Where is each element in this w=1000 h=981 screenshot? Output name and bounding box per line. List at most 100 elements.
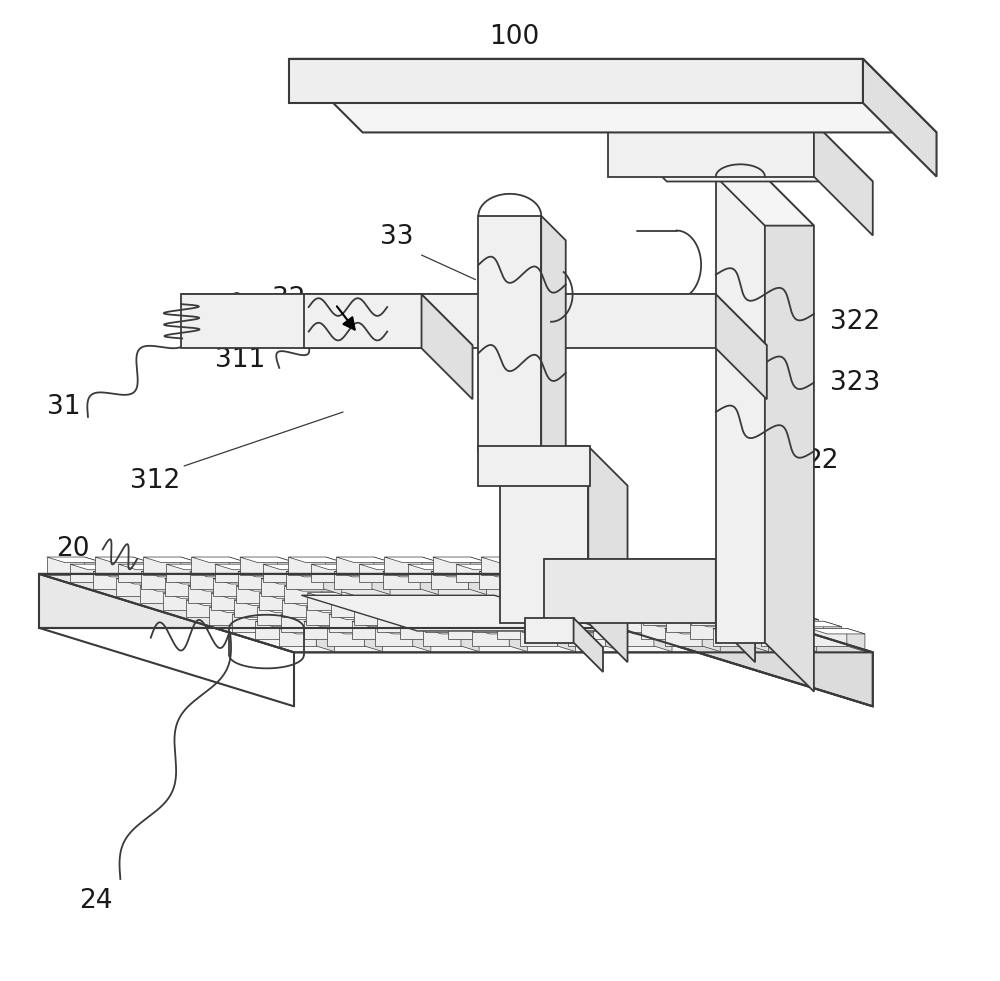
Polygon shape	[691, 607, 747, 612]
Polygon shape	[670, 586, 726, 592]
Polygon shape	[274, 586, 292, 609]
Polygon shape	[525, 618, 574, 643]
Polygon shape	[727, 621, 745, 645]
Polygon shape	[234, 599, 272, 617]
Polygon shape	[304, 621, 359, 627]
Polygon shape	[408, 564, 445, 582]
Polygon shape	[608, 123, 814, 177]
Polygon shape	[331, 599, 386, 605]
Polygon shape	[166, 564, 204, 582]
Polygon shape	[95, 557, 133, 575]
Polygon shape	[599, 579, 654, 584]
Polygon shape	[209, 607, 265, 612]
Polygon shape	[502, 579, 558, 584]
Polygon shape	[472, 629, 527, 634]
Polygon shape	[240, 557, 277, 575]
Polygon shape	[368, 599, 386, 623]
Polygon shape	[570, 614, 608, 632]
Polygon shape	[354, 607, 410, 612]
Polygon shape	[606, 629, 624, 651]
Polygon shape	[188, 586, 243, 592]
Polygon shape	[863, 59, 937, 177]
Polygon shape	[70, 564, 126, 570]
Polygon shape	[420, 571, 438, 594]
Polygon shape	[763, 614, 819, 620]
Polygon shape	[522, 614, 559, 632]
Polygon shape	[118, 564, 174, 570]
Polygon shape	[586, 593, 604, 616]
Polygon shape	[229, 557, 247, 580]
Polygon shape	[331, 599, 368, 617]
Polygon shape	[668, 599, 724, 605]
Polygon shape	[665, 629, 720, 634]
Polygon shape	[384, 557, 422, 575]
Polygon shape	[186, 599, 224, 617]
Polygon shape	[336, 557, 392, 562]
Polygon shape	[131, 571, 149, 594]
Text: 33: 33	[380, 225, 414, 250]
Polygon shape	[329, 614, 384, 620]
Polygon shape	[281, 614, 318, 632]
Polygon shape	[754, 599, 772, 623]
Polygon shape	[165, 579, 202, 596]
Polygon shape	[324, 571, 342, 594]
Polygon shape	[311, 564, 367, 570]
Polygon shape	[572, 599, 609, 617]
Polygon shape	[666, 614, 704, 632]
Polygon shape	[595, 607, 633, 625]
Polygon shape	[236, 586, 274, 603]
Polygon shape	[202, 579, 220, 601]
Polygon shape	[478, 216, 541, 451]
Polygon shape	[448, 621, 504, 627]
Polygon shape	[544, 559, 716, 623]
Polygon shape	[301, 564, 319, 588]
Polygon shape	[809, 629, 865, 634]
Text: ~: ~	[506, 59, 523, 78]
Polygon shape	[559, 614, 577, 638]
Polygon shape	[525, 586, 563, 603]
Polygon shape	[520, 629, 576, 634]
Polygon shape	[473, 614, 529, 620]
Polygon shape	[593, 621, 649, 627]
Polygon shape	[740, 607, 795, 612]
Polygon shape	[799, 629, 817, 651]
Polygon shape	[236, 586, 292, 592]
Polygon shape	[259, 593, 297, 610]
Polygon shape	[588, 446, 628, 662]
Polygon shape	[301, 595, 610, 631]
Polygon shape	[188, 586, 225, 603]
Polygon shape	[284, 586, 322, 603]
Polygon shape	[761, 629, 817, 634]
Polygon shape	[413, 629, 431, 651]
Polygon shape	[519, 557, 537, 580]
Polygon shape	[683, 593, 701, 616]
Polygon shape	[270, 614, 288, 638]
Polygon shape	[645, 593, 701, 598]
Polygon shape	[211, 593, 249, 610]
Polygon shape	[473, 614, 511, 632]
Polygon shape	[716, 294, 767, 399]
Polygon shape	[284, 586, 340, 592]
Polygon shape	[615, 557, 633, 580]
Polygon shape	[297, 593, 315, 616]
Polygon shape	[431, 571, 486, 577]
Polygon shape	[800, 614, 819, 638]
Polygon shape	[575, 571, 631, 577]
Polygon shape	[613, 571, 631, 594]
Polygon shape	[704, 614, 722, 638]
Polygon shape	[249, 593, 267, 616]
Polygon shape	[293, 621, 311, 645]
Polygon shape	[654, 629, 672, 651]
Polygon shape	[557, 629, 576, 651]
Polygon shape	[574, 586, 611, 603]
Polygon shape	[716, 177, 765, 643]
Polygon shape	[279, 629, 316, 646]
Polygon shape	[425, 614, 463, 632]
Polygon shape	[479, 571, 535, 577]
Polygon shape	[545, 621, 601, 627]
Polygon shape	[534, 621, 552, 645]
Polygon shape	[354, 607, 391, 625]
Polygon shape	[504, 564, 560, 570]
Polygon shape	[238, 571, 275, 589]
Polygon shape	[140, 586, 177, 603]
